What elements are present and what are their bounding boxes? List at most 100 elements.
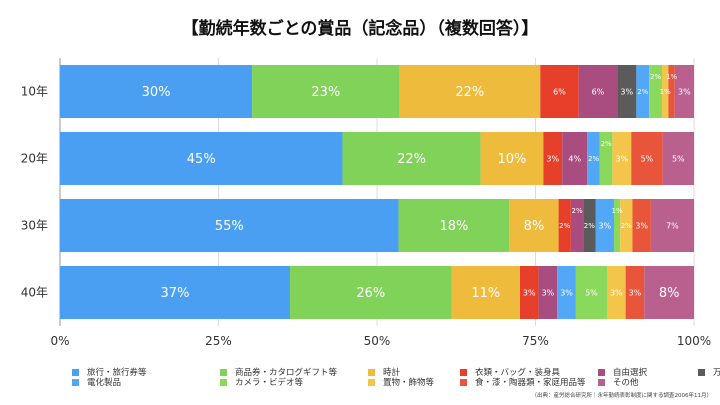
- data-label: 10%: [498, 152, 527, 167]
- data-label: 3%: [610, 288, 623, 297]
- data-label: 1%: [666, 73, 677, 81]
- legend-label: 電化製品: [87, 378, 122, 388]
- data-label: 3%: [560, 288, 573, 297]
- legend-swatch: [598, 378, 605, 386]
- bar-segment: [342, 132, 481, 185]
- data-label: 11%: [471, 286, 500, 301]
- bar-segment: [509, 199, 559, 252]
- y-tick-label: 10年: [21, 85, 48, 99]
- legend-swatch: [460, 368, 467, 376]
- legend: 旅行・旅行券等 商品券・カタログギフト等 時計 衣類・バッグ・装身具 自由選択 万年筆・文…: [72, 367, 720, 388]
- bar-segment: [558, 199, 571, 252]
- legend-swatch: [598, 368, 605, 376]
- bar-segment: [612, 132, 632, 185]
- legend-label: カメラ・ビデオ等: [235, 378, 304, 388]
- data-label: 4%: [568, 154, 581, 163]
- data-label: 6%: [553, 87, 566, 96]
- bar-segment: [540, 65, 579, 118]
- bar-segment: [399, 65, 541, 118]
- data-label: 37%: [161, 286, 190, 301]
- data-label: 22%: [397, 152, 426, 167]
- bar-segment: [662, 132, 694, 185]
- y-tick-label: 20年: [21, 152, 48, 166]
- bar-segment: [631, 132, 663, 185]
- bar-segment: [650, 199, 694, 252]
- bar-segment: [617, 65, 637, 118]
- data-label: 2%: [588, 155, 599, 163]
- bar-segment: [252, 65, 400, 118]
- legend-swatch: [460, 378, 467, 386]
- data-label: 8%: [524, 219, 545, 234]
- bar-segment: [557, 266, 576, 319]
- data-label: 2%: [650, 73, 661, 81]
- data-label: 2%: [571, 207, 582, 215]
- legend-item: 時計: [368, 367, 460, 378]
- y-tick-label: 30年: [21, 219, 48, 233]
- bar-segment: [644, 266, 694, 319]
- x-tick-label: 75%: [522, 334, 549, 348]
- bar-segment: [606, 266, 626, 319]
- legend-item: 自由選択: [598, 367, 698, 378]
- legend-item: [698, 377, 720, 387]
- legend-swatch: [368, 368, 375, 376]
- legend-label: 旅行・旅行券等: [87, 368, 147, 378]
- bar-segment: [60, 199, 399, 252]
- bar-segment: [595, 199, 614, 252]
- data-label: 3%: [629, 288, 642, 297]
- legend-swatch: [220, 378, 227, 386]
- legend-item: 旅行・旅行券等: [72, 367, 220, 378]
- data-label: 3%: [635, 221, 648, 230]
- y-tick-label: 40年: [21, 286, 48, 300]
- chart-title: 【勤続年数ごとの賞品（記念品）（複数回答）】: [181, 19, 539, 39]
- legend-swatch: [72, 378, 79, 386]
- bar-segment: [60, 132, 343, 185]
- legend-label: その他: [613, 378, 639, 388]
- data-label: 45%: [187, 152, 216, 167]
- bar-segment: [538, 266, 558, 319]
- data-label: 2%: [559, 222, 570, 230]
- data-label: 2%: [584, 222, 595, 230]
- bar-segment: [625, 266, 645, 319]
- legend-item: 食・漆・陶器類・家庭用品等: [460, 377, 598, 388]
- data-label: 7%: [666, 221, 679, 230]
- legend-label: 置物・飾物等: [383, 378, 435, 388]
- data-label: 8%: [659, 286, 680, 301]
- data-label: 3%: [620, 87, 633, 96]
- bar-segment: [599, 132, 613, 185]
- x-tick-label: 50%: [364, 334, 391, 348]
- bar-segment: [583, 199, 596, 252]
- bar-segment: [649, 65, 662, 118]
- x-tick-label: 100%: [677, 334, 711, 348]
- bar-segment: [661, 65, 669, 118]
- bar-segment: [613, 199, 621, 252]
- data-label: 26%: [356, 286, 385, 301]
- bar-segment: [578, 65, 618, 118]
- x-tick-label: 25%: [205, 334, 232, 348]
- bar-segment: [632, 199, 651, 252]
- legend-label: 時計: [383, 368, 401, 378]
- legend-label: 商品券・カタログギフト等: [235, 368, 338, 378]
- bar-segment: [570, 199, 584, 252]
- bar-segment: [451, 266, 520, 319]
- data-label: 3%: [598, 221, 611, 230]
- source-note: （出典：産労総合研究所｜永年勤続表彰制度に関する調査2006年11月）: [531, 393, 713, 399]
- data-label: 5%: [672, 154, 685, 163]
- legend-item: 衣類・バッグ・装身具: [460, 367, 598, 378]
- bar-segment: [674, 65, 694, 118]
- legend-swatch: [698, 368, 705, 376]
- legend-item: 置物・飾物等: [368, 377, 460, 388]
- legend-item: その他: [598, 377, 698, 388]
- data-label: 30%: [142, 85, 171, 100]
- x-tick-label: 0%: [50, 334, 69, 348]
- data-label: 23%: [311, 85, 340, 100]
- data-label: 3%: [542, 288, 555, 297]
- legend-swatch: [368, 378, 375, 386]
- bar-segment: [480, 132, 544, 185]
- legend-label: 万年筆・文房具類: [713, 368, 720, 378]
- data-label: 2%: [621, 222, 632, 230]
- data-label: 3%: [678, 87, 691, 96]
- legend-label: 食・漆・陶器類・家庭用品等: [475, 378, 586, 388]
- legend-swatch: [220, 368, 227, 376]
